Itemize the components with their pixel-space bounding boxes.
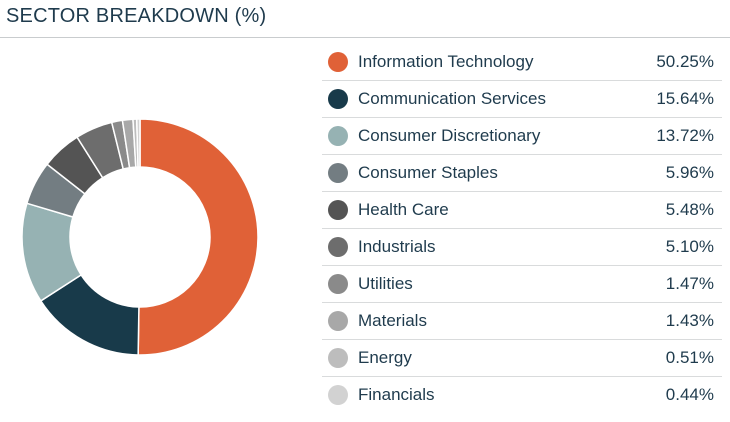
chart-legend: Information Technology 50.25% Communicatio… [322, 44, 722, 414]
legend-label: Industrials [358, 237, 436, 256]
legend-swatch-icon [328, 311, 348, 331]
chart-header: SECTOR BREAKDOWN (%) [0, 0, 730, 38]
legend-label: Communication Services [358, 89, 547, 108]
donut-chart [21, 118, 259, 356]
legend-label: Consumer Discretionary [358, 126, 541, 145]
legend-value: 5.10% [665, 237, 714, 256]
legend-swatch-icon [328, 52, 348, 72]
legend-swatch-icon [328, 348, 348, 368]
legend-label: Consumer Staples [358, 163, 498, 182]
legend-label: Utilities [358, 274, 413, 293]
legend-item-utilities: Utilities 1.47% [322, 266, 722, 303]
legend-swatch-icon [328, 274, 348, 294]
donut-slice-information-technology[interactable] [137, 118, 259, 356]
legend-item-health-care: Health Care 5.48% [322, 192, 722, 229]
legend-label: Information Technology [358, 52, 534, 71]
legend-item-materials: Materials 1.43% [322, 303, 722, 340]
legend-label: Energy [358, 348, 412, 367]
legend-item-financials: Financials 0.44% [322, 377, 722, 414]
legend-value: 50.25% [656, 52, 714, 71]
donut-slice-financials[interactable] [135, 118, 141, 168]
legend-value: 13.72% [656, 126, 714, 145]
legend-value: 5.96% [665, 163, 714, 182]
legend-item-industrials: Industrials 5.10% [322, 229, 722, 266]
legend-swatch-icon [328, 126, 348, 146]
legend-swatch-icon [328, 200, 348, 220]
legend-value: 15.64% [656, 89, 714, 108]
legend-value: 0.44% [665, 385, 714, 404]
title-divider [0, 37, 730, 38]
legend-item-information-technology: Information Technology 50.25% [322, 44, 722, 81]
legend-value: 1.43% [665, 311, 714, 330]
legend-swatch-icon [328, 385, 348, 405]
legend-value: 0.51% [665, 348, 714, 367]
legend-label: Materials [358, 311, 427, 330]
legend-label: Health Care [358, 200, 449, 219]
legend-item-communication-services: Communication Services 15.64% [322, 81, 722, 118]
legend-item-energy: Energy 0.51% [322, 340, 722, 377]
chart-title: SECTOR BREAKDOWN (%) [6, 5, 267, 27]
legend-label: Financials [358, 385, 435, 404]
legend-value: 5.48% [665, 200, 714, 219]
legend-swatch-icon [328, 237, 348, 257]
legend-swatch-icon [328, 163, 348, 183]
legend-item-consumer-staples: Consumer Staples 5.96% [322, 155, 722, 192]
legend-value: 1.47% [665, 274, 714, 293]
legend-swatch-icon [328, 89, 348, 109]
legend-item-consumer-discretionary: Consumer Discretionary 13.72% [322, 118, 722, 155]
